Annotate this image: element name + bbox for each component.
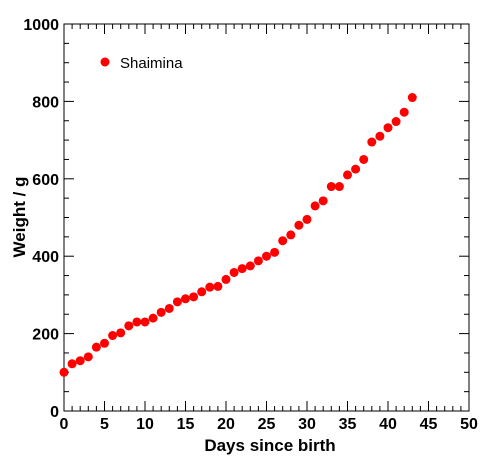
data-point (286, 230, 296, 240)
data-point (270, 247, 280, 257)
data-point (334, 182, 344, 192)
y-tick-label: 600 (32, 172, 59, 189)
data-point (189, 292, 199, 302)
data-point (100, 338, 109, 348)
data-point (213, 281, 223, 291)
legend: Shaimina (100, 55, 183, 72)
data-point (237, 264, 247, 274)
legend-label-shaimina: Shaimina (120, 55, 183, 72)
data-point (205, 282, 215, 292)
y-axis-title: Weight / g (10, 177, 29, 258)
data-point (75, 356, 85, 366)
x-tick-label: 10 (136, 416, 154, 433)
data-point (302, 214, 312, 224)
y-tick-label: 0 (50, 404, 59, 421)
data-point (343, 170, 352, 180)
x-tick-label: 20 (217, 416, 235, 433)
data-point (156, 307, 166, 317)
data-point (197, 287, 207, 297)
data-point (253, 256, 263, 266)
legend-marker (100, 57, 110, 67)
data-point (164, 303, 174, 313)
data-point (375, 131, 385, 141)
data-point (108, 331, 118, 341)
axis-tick-labels: 0 5 10 15 20 25 30 35 40 45 50 0 200 400 600 800 1000 (23, 17, 478, 433)
data-point (310, 201, 320, 211)
data-point (278, 236, 288, 246)
data-point (59, 367, 69, 377)
x-tick-label: 25 (258, 416, 276, 433)
x-tick-label: 50 (460, 416, 478, 433)
data-point (383, 123, 393, 133)
y-tick-label: 200 (32, 327, 59, 344)
x-tick-label: 45 (420, 416, 438, 433)
data-point (262, 251, 271, 261)
data-point (318, 196, 328, 206)
data-point (221, 274, 231, 284)
data-point (148, 313, 158, 323)
y-tick-label: 400 (32, 249, 59, 266)
data-point (124, 321, 134, 331)
y-tick-label: 1000 (23, 17, 59, 34)
data-point (172, 297, 182, 307)
data-point (359, 154, 369, 164)
data-point (351, 164, 361, 174)
data-point (91, 342, 101, 352)
data-point (67, 359, 77, 369)
data-point (83, 352, 93, 362)
x-tick-label: 35 (339, 416, 357, 433)
data-point (326, 182, 336, 192)
data-point (367, 137, 377, 147)
y-tick-label: 800 (32, 94, 59, 111)
x-tick-label: 30 (298, 416, 316, 433)
data-point (245, 261, 255, 271)
data-point (181, 294, 190, 304)
data-point (407, 93, 417, 103)
data-point (294, 220, 304, 230)
data-points (59, 93, 417, 377)
data-point (132, 317, 142, 327)
x-tick-label: 5 (100, 416, 109, 433)
x-tick-label: 15 (177, 416, 195, 433)
data-point (391, 117, 401, 127)
axis-ticks (63, 23, 470, 412)
x-tick-label: 40 (379, 416, 397, 433)
x-tick-label: 0 (60, 416, 69, 433)
data-point (140, 317, 150, 327)
x-axis-title: Days since birth (204, 436, 335, 455)
data-point (399, 107, 409, 117)
data-point (116, 328, 126, 338)
data-point (229, 267, 239, 277)
